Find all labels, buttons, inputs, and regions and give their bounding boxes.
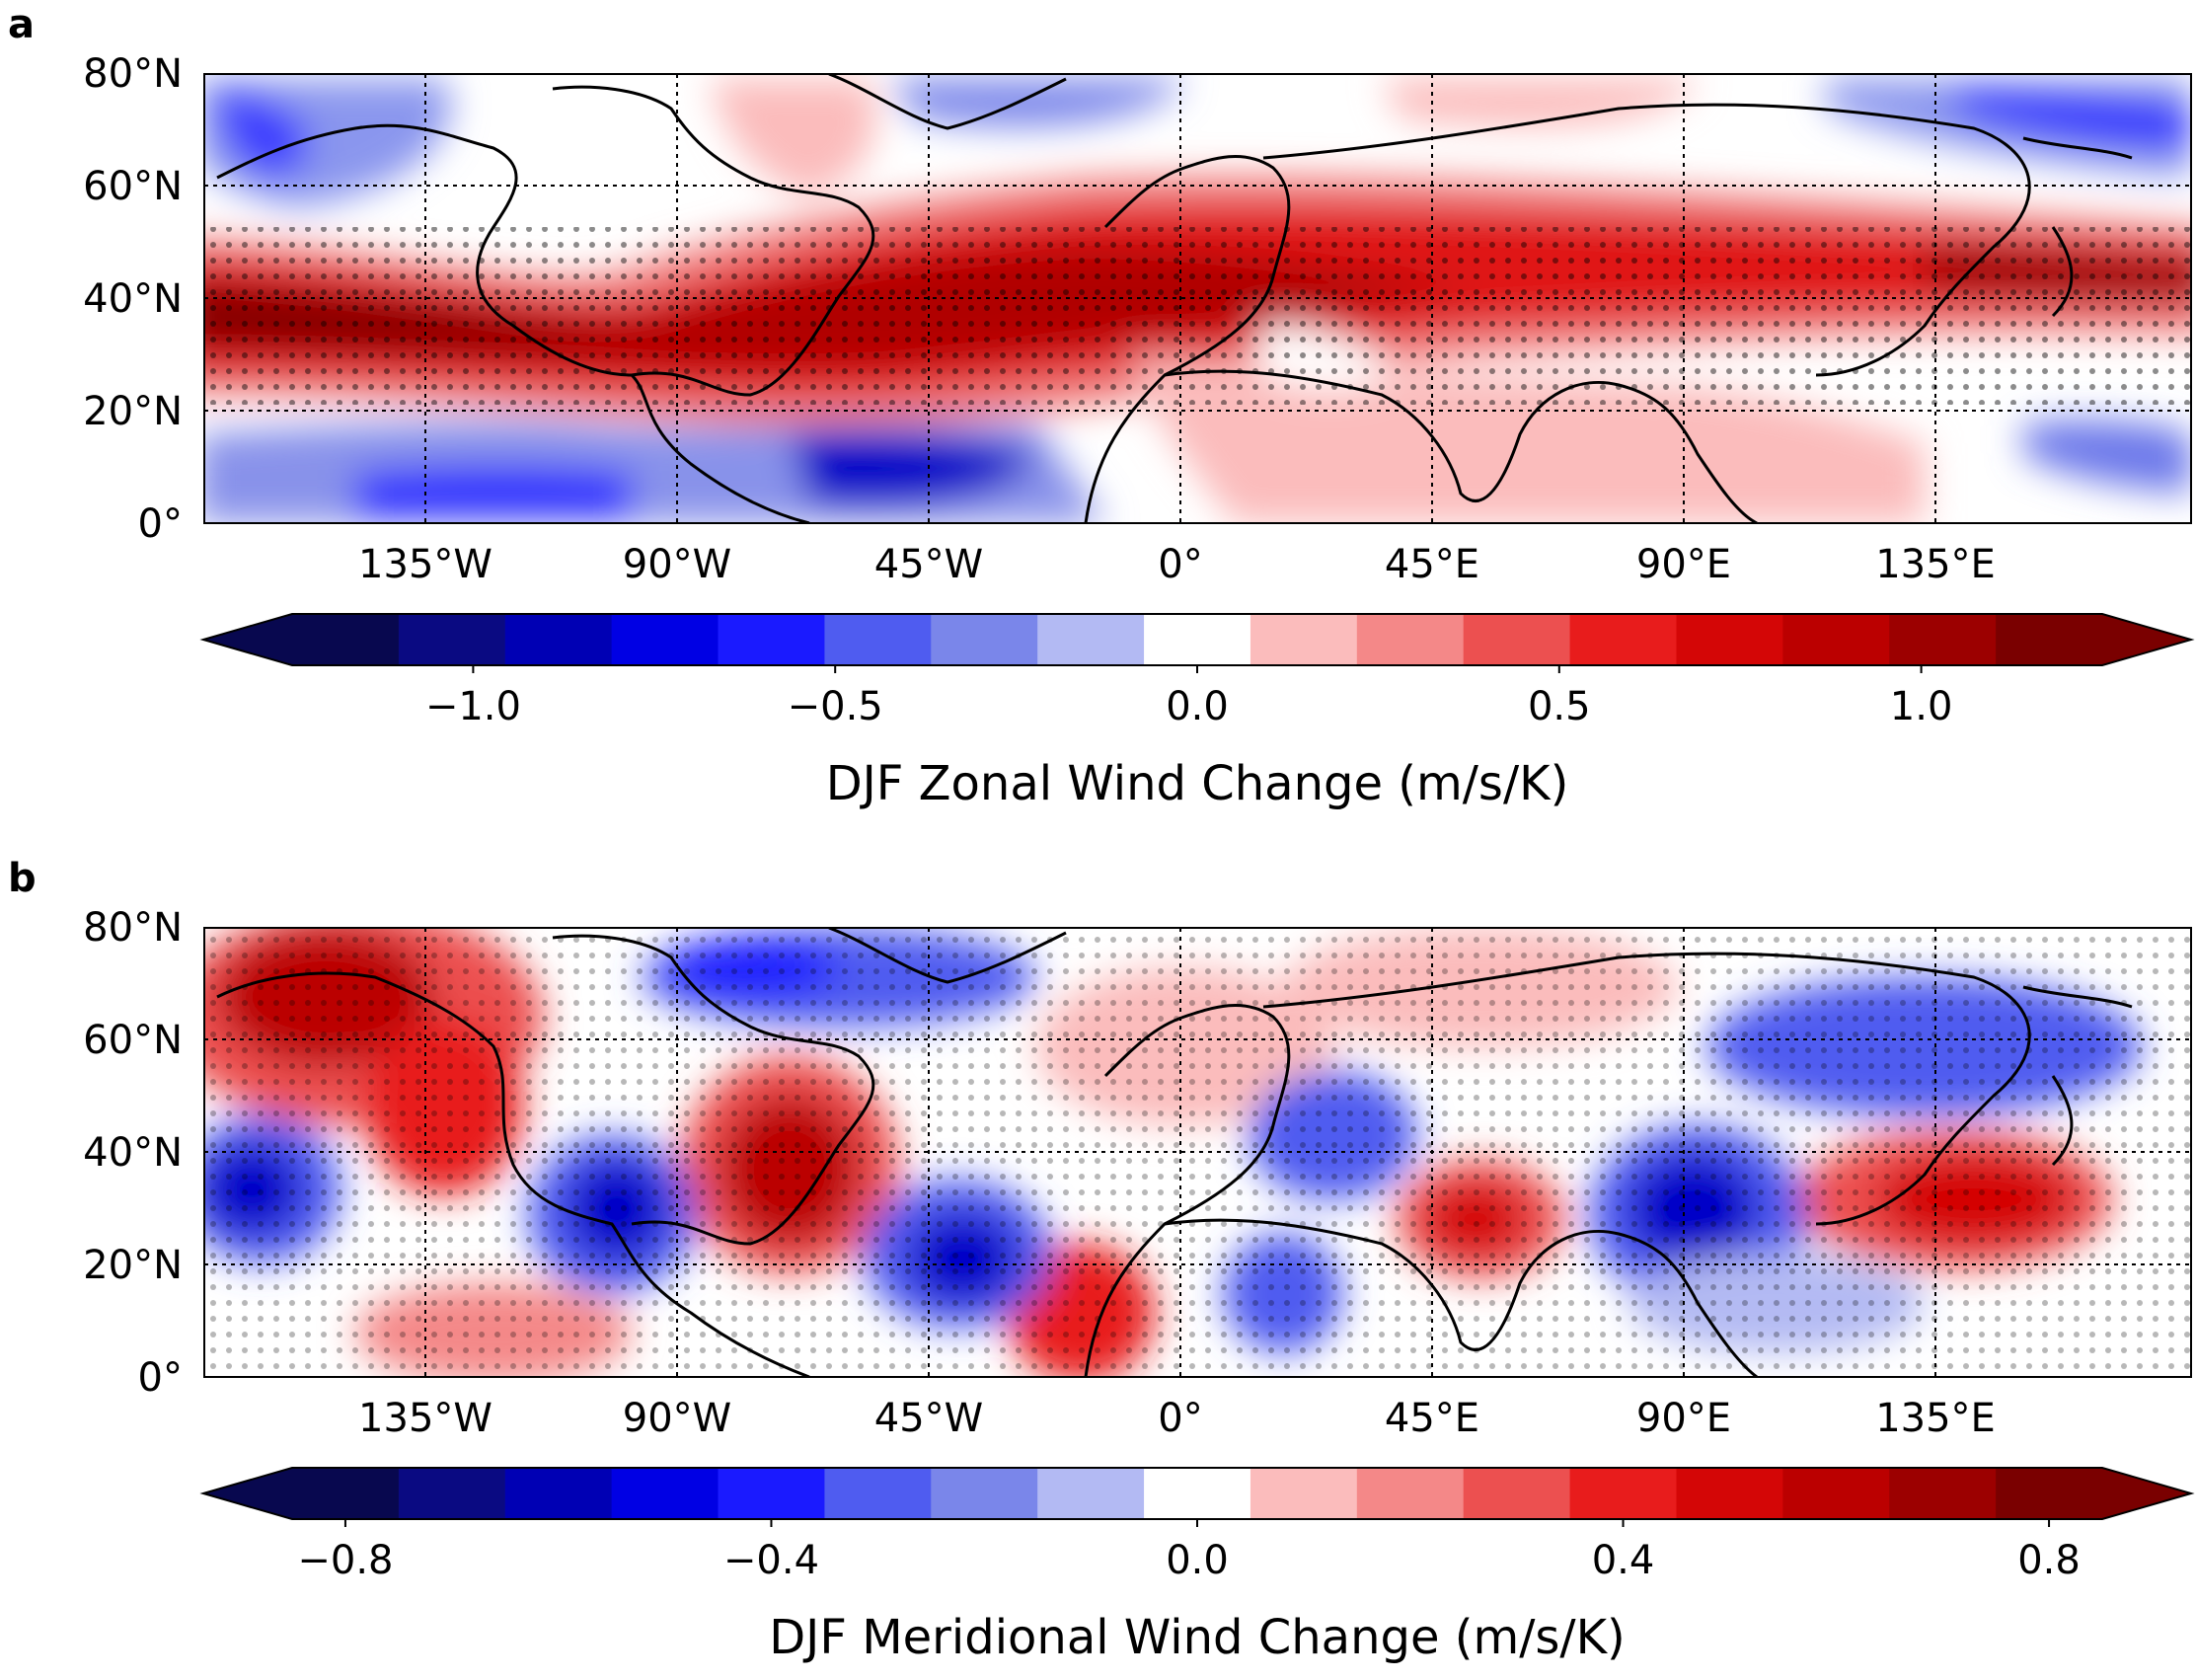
- colorbar-tick-label: −0.5: [788, 684, 883, 729]
- colorbar-tick-label: 0.4: [1592, 1538, 1655, 1583]
- colorbar-segment: [1569, 614, 1678, 665]
- colorbar-outline: [199, 1467, 2195, 1520]
- colorbar-segment: [1782, 614, 1890, 665]
- colorbar-segment: [504, 1468, 613, 1519]
- colorbar-tick-label: 0.0: [1166, 684, 1229, 729]
- lat-label: 60°N: [83, 164, 183, 209]
- lon-label: 135°W: [358, 1396, 492, 1441]
- lat-label: 40°N: [83, 1130, 183, 1176]
- colorbar-b: −0.8 −0.4 0.0 0.4 0.8 DJF Meridional Win…: [199, 1467, 2195, 1665]
- colorbar-segment: [1889, 1468, 1997, 1519]
- map-a: [204, 74, 2191, 523]
- coastline: [216, 74, 2133, 523]
- colorbar-tick-label: −0.8: [297, 1538, 393, 1583]
- colorbar-segment: [1037, 1468, 1145, 1519]
- coastline: [216, 928, 2133, 1377]
- lon-label: 45°E: [1385, 1396, 1479, 1441]
- colorbar-segment: [1463, 614, 1571, 665]
- colorbar-segment: [292, 1468, 400, 1519]
- lon-label: 90°W: [623, 1396, 731, 1441]
- colorbar-segment: [931, 1468, 1038, 1519]
- colorbar-segment: [1996, 614, 2103, 665]
- colorbar-segment: [504, 614, 613, 665]
- colorbar-segment: [931, 614, 1038, 665]
- lon-labels: 135°W 90°W 45°W 0° 45°E 90°E 135°E: [358, 542, 1996, 587]
- panel-a: a: [8, 2, 2195, 811]
- colorbar-segment: [1037, 614, 1145, 665]
- lat-label: 0°: [138, 501, 183, 547]
- lat-label: 20°N: [83, 1243, 183, 1288]
- lon-label: 135°W: [358, 542, 492, 587]
- lat-label: 80°N: [83, 905, 183, 951]
- colorbar-segment: [398, 1468, 506, 1519]
- colorbar-a: −1.0 −0.5 0.0 0.5 1.0 DJF Zonal Wind Cha…: [199, 613, 2195, 811]
- gridlines: [204, 928, 2191, 1377]
- lat-label: 80°N: [83, 51, 183, 97]
- colorbar-label: DJF Zonal Wind Change (m/s/K): [826, 756, 1569, 811]
- colorbar-segment: [1676, 1468, 1783, 1519]
- lon-labels: 135°W 90°W 45°W 0° 45°E 90°E 135°E: [358, 1396, 1996, 1441]
- map-frame: [203, 927, 2192, 1378]
- colorbar-extend-max: [2102, 614, 2191, 665]
- colorbar-segment: [1249, 1468, 1358, 1519]
- lon-label: 90°E: [1636, 542, 1731, 587]
- lon-label: 135°E: [1875, 542, 1996, 587]
- colorbar-segment: [1889, 614, 1997, 665]
- lat-labels: 80°N 60°N 40°N 20°N 0°: [83, 905, 183, 1401]
- colorbar-segment: [1569, 1468, 1678, 1519]
- lon-label: 45°W: [874, 1396, 983, 1441]
- colorbar-segment: [1356, 1468, 1465, 1519]
- panel-b: b: [8, 856, 2195, 1665]
- colorbar-extend-max: [2102, 1468, 2191, 1519]
- colorbar-segment: [1782, 1468, 1890, 1519]
- colorbar-segments: [199, 613, 2195, 673]
- colorbar-label: DJF Meridional Wind Change (m/s/K): [769, 1610, 1626, 1665]
- colorbar-extend-min: [203, 614, 292, 665]
- colorbar-segment: [1996, 1468, 2103, 1519]
- colorbar-segment: [292, 614, 400, 665]
- lon-label: 135°E: [1875, 1396, 1996, 1441]
- colorbar-tick-label: −1.0: [425, 684, 521, 729]
- colorbar-segment: [1144, 614, 1251, 665]
- colorbar-outline: [199, 613, 2195, 666]
- colorbar-tick-label: 0.0: [1166, 1538, 1229, 1583]
- colorbar-ticks: −1.0 −0.5 0.0 0.5 1.0: [425, 684, 1953, 729]
- lon-label: 0°: [1158, 542, 1202, 587]
- colorbar-segment: [1144, 1468, 1251, 1519]
- colorbar-extend-min: [203, 1468, 292, 1519]
- colorbar-ticks: −0.8 −0.4 0.0 0.4 0.8: [297, 1538, 2081, 1583]
- colorbar-segment: [398, 614, 506, 665]
- lat-label: 20°N: [83, 389, 183, 434]
- lat-label: 60°N: [83, 1018, 183, 1063]
- lon-label: 45°W: [874, 542, 983, 587]
- colorbar-segment: [611, 614, 719, 665]
- colorbar-tick-label: −0.4: [723, 1538, 819, 1583]
- colorbar-segment: [611, 1468, 719, 1519]
- colorbar-segment: [824, 614, 932, 665]
- lon-label: 0°: [1158, 1396, 1202, 1441]
- lat-label: 0°: [138, 1355, 183, 1401]
- colorbar-segment: [1676, 614, 1783, 665]
- lat-labels: 80°N 60°N 40°N 20°N 0°: [83, 51, 183, 547]
- colorbar-tick-label: 1.0: [1890, 684, 1953, 729]
- lon-label: 90°W: [623, 542, 731, 587]
- lon-label: 90°E: [1636, 1396, 1731, 1441]
- colorbar-tick-label: 0.8: [2017, 1538, 2081, 1583]
- lon-label: 45°E: [1385, 542, 1479, 587]
- gridlines: [204, 74, 2191, 523]
- panel-letter: a: [8, 2, 35, 47]
- lat-label: 40°N: [83, 276, 183, 322]
- map-frame: [203, 73, 2192, 524]
- colorbar-segment: [1249, 614, 1358, 665]
- colorbar-segment: [824, 1468, 932, 1519]
- map-b: [204, 928, 2191, 1377]
- colorbar-segment: [1463, 1468, 1571, 1519]
- panel-letter: b: [8, 856, 37, 901]
- colorbar-tick-label: 0.5: [1528, 684, 1591, 729]
- colorbar-segment: [718, 1468, 826, 1519]
- colorbar-segments: [199, 1467, 2195, 1527]
- colorbar-segment: [718, 614, 826, 665]
- colorbar-segment: [1356, 614, 1465, 665]
